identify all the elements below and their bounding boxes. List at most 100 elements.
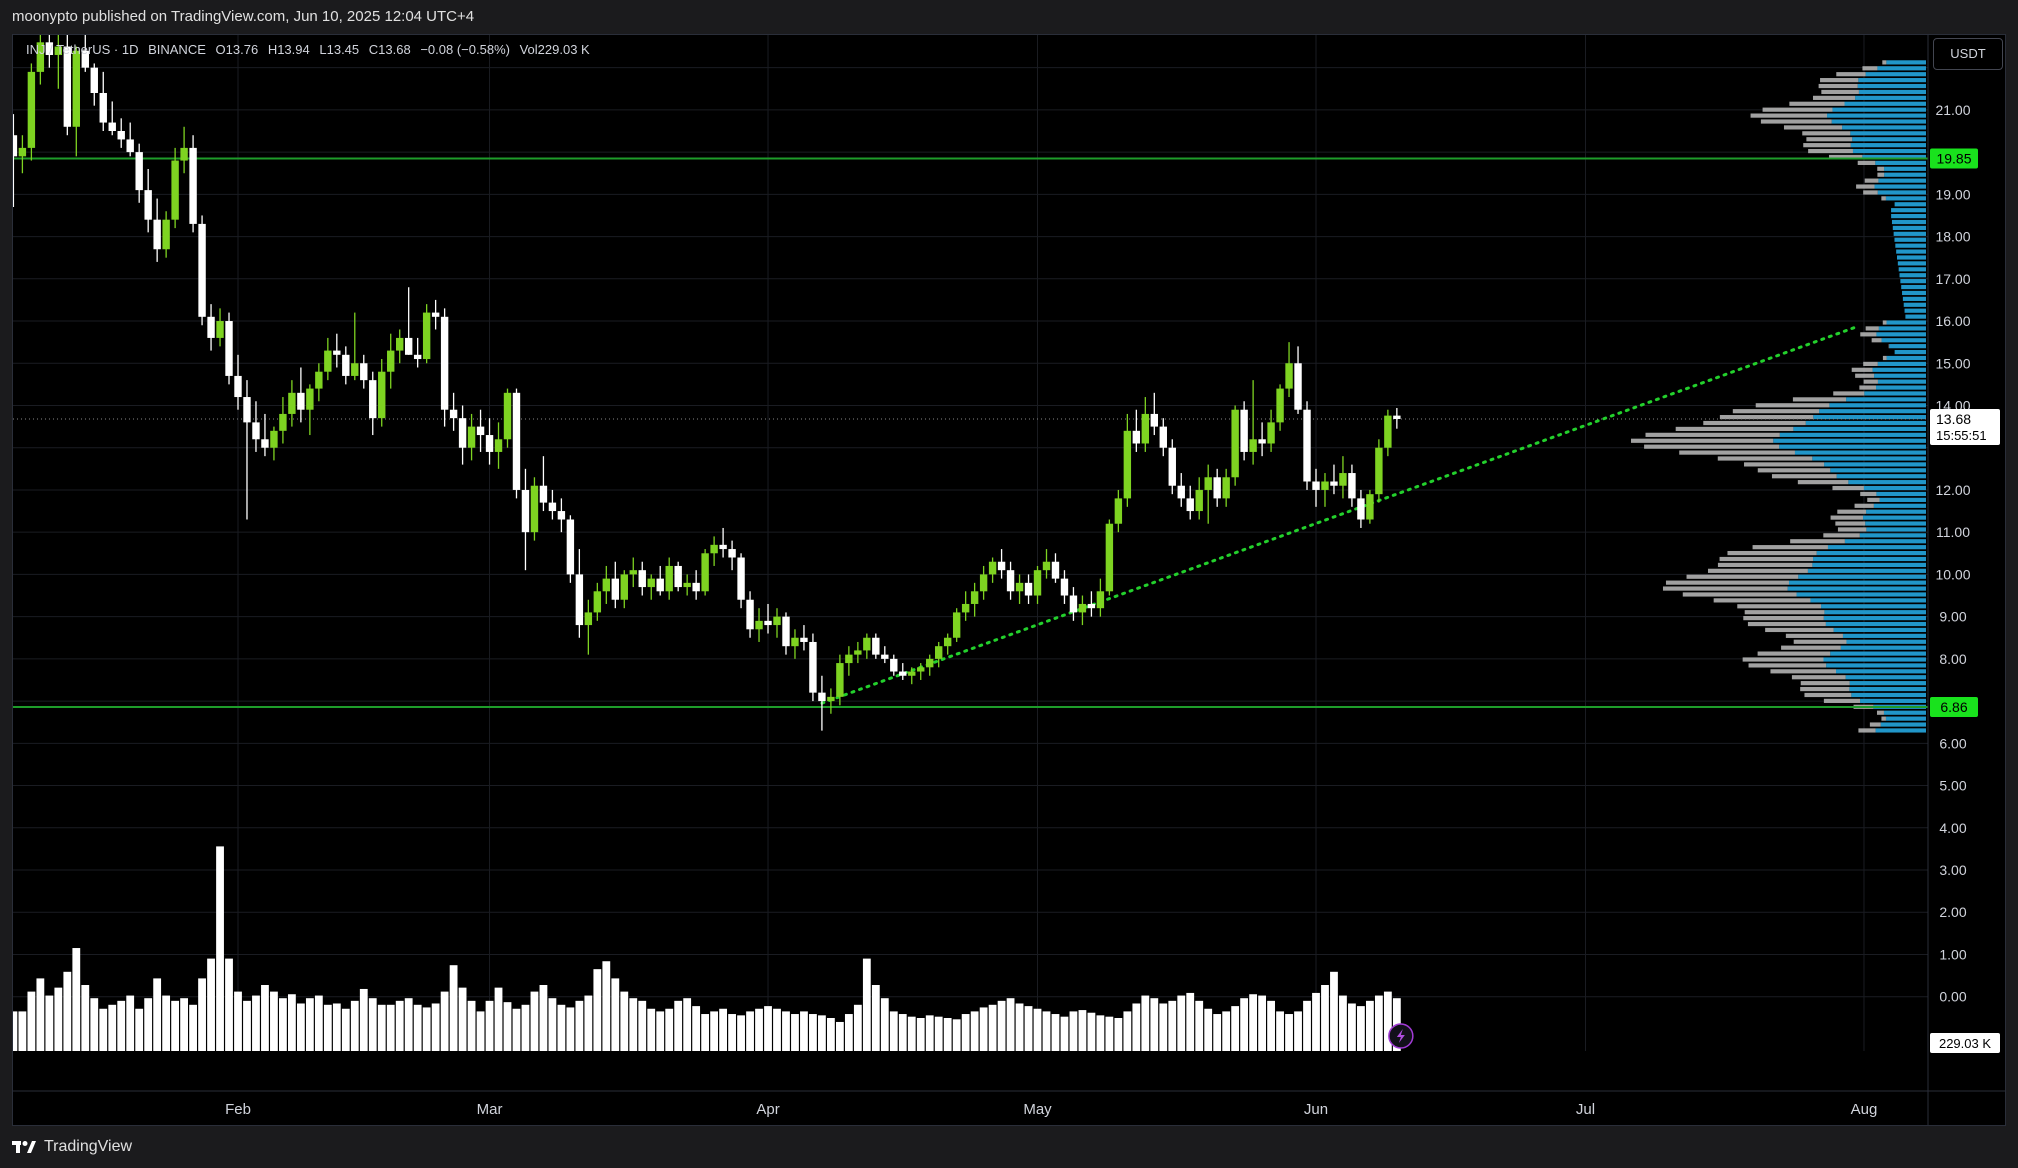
y-tick-label: 8.00 [1939,651,1966,667]
candle-body [261,439,269,448]
volume-bar [485,1000,494,1051]
candle-body [351,363,359,376]
profile-bar-blue [1846,639,1926,644]
volume-bar [422,1007,431,1051]
profile-bar-blue [1824,462,1926,467]
candle-body [225,321,233,376]
candle [926,654,934,676]
candle [1285,342,1293,398]
footer-brand: TradingView [44,1138,133,1155]
published-header: moonypto published on TradingView.com, J… [0,0,2018,34]
profile-bar-blue [1883,710,1926,715]
candle-body [27,71,36,148]
legend-exchange: BINANCE [148,42,206,57]
profile-bar-gray [1803,143,1851,148]
profile-bar-gray [1791,675,1846,680]
candle [1204,464,1212,524]
profile-bar-gray [1871,338,1882,343]
volume-bar [413,1004,422,1051]
profile-bar-gray [1727,550,1817,556]
profile-bar-gray [1719,415,1814,420]
y-tick-label: 21.00 [1935,102,1970,118]
profile-bar-gray [1863,190,1878,195]
volume-label-bg [1930,1033,2000,1053]
candle [396,329,404,364]
candle-body [171,160,179,220]
profile-bar-blue [1859,533,1926,538]
volume-bar [288,994,296,1051]
profile-bar-gray [1836,72,1866,77]
profile-bar-gray [1864,178,1879,183]
profile-bar-gray [1858,728,1876,733]
candle [791,629,799,659]
legend-symbol[interactable]: INJ / TetherUS · 1D [26,42,139,57]
candle-body [1177,485,1185,499]
profile-bar-blue [1897,255,1926,260]
profile-bar-blue [1798,574,1926,579]
candle [279,397,287,444]
profile-bar-gray [1888,344,1890,349]
candle [863,633,871,659]
profile-bar-blue [1897,261,1926,266]
profile-bar-gray [1755,403,1830,408]
candle-body [1042,561,1051,571]
profile-bar-blue [1884,166,1926,171]
volume-bar [458,987,467,1051]
profile-bar-blue [1832,107,1926,112]
volume-bar [341,1008,350,1051]
candle-body [1123,430,1132,499]
profile-bar-gray [1752,545,1828,550]
candle [485,418,494,465]
volume-bar [1312,992,1320,1051]
volume-bar [368,998,377,1051]
currency-button[interactable]: USDT [1933,38,2003,70]
profile-bar-gray [1808,148,1853,154]
candle [683,574,691,596]
candle [413,337,422,368]
volume-bar [1240,998,1249,1051]
tradingview-logo[interactable]: TradingView [12,1138,132,1156]
candle [315,363,323,402]
candle [530,477,539,541]
volume-bar [970,1011,979,1051]
candle [45,35,54,68]
candle-body [153,219,161,250]
candle [1042,549,1051,579]
profile-bar-blue [1813,556,1926,562]
candle [818,675,826,731]
candle [1231,405,1239,486]
candle [1276,384,1284,431]
y-tick-label: 1.00 [1939,946,1966,962]
profile-bar-blue [1779,444,1926,449]
candle [575,549,584,638]
candle [342,346,350,385]
candle [1195,477,1203,520]
volume-bar [1,1003,9,1051]
candle-body [306,388,314,410]
volume-bar [1006,998,1015,1051]
profile-bar-gray [1742,657,1824,662]
volume-bar [1339,995,1347,1051]
candle [674,561,682,592]
last-volume-label: 229.03 K [1939,1036,1991,1051]
profile-bar-gray [1771,474,1837,479]
candle-body [773,616,781,626]
candle [836,654,844,706]
volume-bar [800,1011,808,1051]
candle-body [117,131,125,140]
profile-bar-gray [1797,480,1849,485]
profile-bar-blue [1851,692,1926,698]
y-tick-label: 12.00 [1935,482,1970,498]
profile-bar-gray [1804,692,1852,698]
grid-lines [13,35,1928,1051]
legend-close: 13.68 [378,42,411,57]
volume-bar [611,978,620,1051]
candle [1132,409,1141,452]
x-tick-label: Mar [477,1101,503,1118]
profile-bar-gray [1876,710,1884,715]
volume-bar [1150,998,1159,1051]
candle-body [18,147,27,157]
volume-bar [431,1003,440,1051]
candle [216,308,224,347]
